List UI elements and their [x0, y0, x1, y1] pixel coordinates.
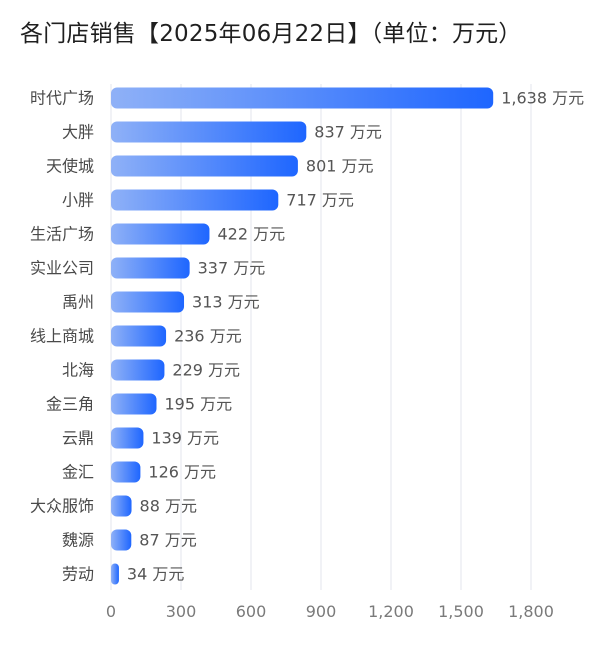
- value-label: 34 万元: [127, 565, 184, 584]
- category-label: 云鼎: [62, 429, 94, 448]
- category-label: 劳动: [62, 565, 94, 584]
- value-label: 195 万元: [165, 395, 233, 414]
- category-label: 金三角: [46, 395, 94, 414]
- category-label: 线上商城: [30, 327, 94, 346]
- x-tick-label: 300: [166, 602, 197, 621]
- value-label: 337 万元: [198, 259, 266, 278]
- x-tick-label: 0: [106, 602, 116, 621]
- bar[interactable]: [111, 393, 157, 415]
- x-tick-label: 900: [306, 602, 337, 621]
- category-label: 天使城: [46, 157, 94, 176]
- bar[interactable]: [111, 155, 298, 177]
- bar[interactable]: [111, 189, 279, 211]
- value-label: 126 万元: [148, 463, 216, 482]
- chart-title: 各门店销售【2025年06月22日】（单位：万元）: [20, 21, 522, 47]
- x-tick-label: 1,800: [508, 602, 554, 621]
- category-label: 时代广场: [30, 89, 94, 108]
- bar[interactable]: [111, 223, 210, 245]
- value-label: 139 万元: [151, 429, 219, 448]
- category-label: 大胖: [62, 123, 94, 142]
- category-label: 魏源: [62, 531, 94, 550]
- value-label: 313 万元: [192, 293, 260, 312]
- value-label: 88 万元: [140, 497, 197, 516]
- value-label: 717 万元: [286, 191, 354, 210]
- x-tick-label: 600: [236, 602, 267, 621]
- category-label: 北海: [62, 361, 94, 380]
- x-tick-label: 1,500: [438, 602, 484, 621]
- bar-layer: [111, 87, 494, 585]
- category-label: 金汇: [62, 463, 94, 482]
- bar[interactable]: [111, 461, 141, 483]
- bar[interactable]: [111, 121, 307, 143]
- bar[interactable]: [111, 87, 494, 109]
- bar[interactable]: [111, 563, 119, 585]
- category-label: 生活广场: [30, 225, 94, 244]
- category-label: 大众服饰: [30, 497, 94, 516]
- value-label: 837 万元: [314, 123, 382, 142]
- bar[interactable]: [111, 529, 132, 551]
- value-label: 87 万元: [139, 531, 196, 550]
- bar[interactable]: [111, 325, 167, 347]
- value-label: 422 万元: [217, 225, 285, 244]
- bar[interactable]: [111, 427, 144, 449]
- bar[interactable]: [111, 257, 190, 279]
- category-label: 小胖: [62, 191, 94, 210]
- bar[interactable]: [111, 291, 185, 313]
- value-label: 801 万元: [306, 157, 374, 176]
- bar[interactable]: [111, 359, 165, 381]
- x-tick-label: 1,200: [368, 602, 414, 621]
- value-label: 1,638 万元: [501, 89, 584, 108]
- value-label: 236 万元: [174, 327, 242, 346]
- value-label: 229 万元: [172, 361, 240, 380]
- category-label: 禹州: [62, 293, 94, 312]
- category-label: 实业公司: [30, 259, 94, 278]
- bar[interactable]: [111, 495, 132, 517]
- x-axis: 0 300 600 900 1,200 1,500 1,800: [106, 602, 554, 621]
